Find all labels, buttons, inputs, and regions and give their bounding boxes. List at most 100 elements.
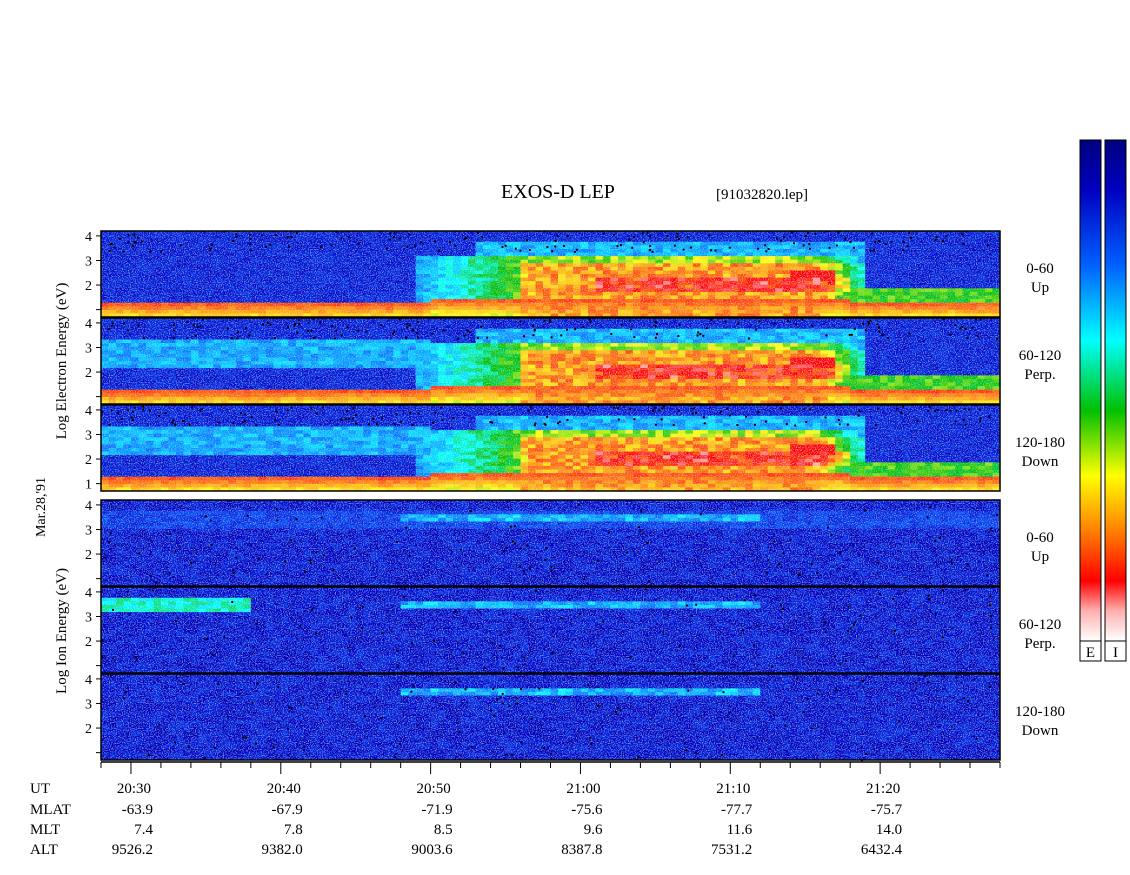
- spectrogram-cell: [295, 325, 304, 330]
- spectrogram-cell: [632, 318, 641, 322]
- spectrogram-cell: [647, 346, 656, 351]
- spectrogram-cell: [535, 328, 544, 333]
- spectrogram-cell: [318, 318, 327, 322]
- spectrogram-cell: [850, 364, 859, 369]
- spectrogram-cell: [363, 339, 372, 344]
- spectrogram-cell: [445, 234, 454, 239]
- spectrogram-cell: [752, 368, 761, 373]
- spectrogram-cell: [213, 306, 222, 311]
- spectrogram-cell: [820, 353, 829, 358]
- spectrogram-cell: [130, 335, 139, 340]
- spectrogram-cell: [123, 313, 132, 318]
- spectrogram-cell: [468, 302, 476, 307]
- spectrogram-cell: [475, 274, 484, 278]
- noise-speck: [573, 250, 576, 253]
- spectrogram-cell: [745, 309, 754, 314]
- noise-speck: [320, 246, 322, 249]
- spectrogram-cell: [722, 248, 731, 253]
- spectrogram-cell: [235, 318, 244, 322]
- spectrogram-cell: [797, 248, 806, 253]
- spectrogram-cell: [483, 306, 491, 311]
- spectrogram-cell: [827, 364, 836, 369]
- spectrogram-cell: [625, 234, 634, 239]
- spectrogram-cell: [153, 368, 162, 373]
- spectrogram-cell: [617, 234, 626, 239]
- spectrogram-cell: [220, 309, 229, 314]
- spectrogram-cell: [385, 266, 394, 271]
- spectrogram-cell: [790, 277, 799, 282]
- spectrogram-cell: [692, 328, 701, 333]
- spectrogram-cell: [677, 368, 686, 373]
- spectrogram-cell: [183, 339, 192, 344]
- spectrogram-cell: [513, 306, 521, 311]
- noise-speck: [235, 233, 238, 235]
- spectrogram-cell: [737, 325, 746, 330]
- spectrogram-cell: [280, 371, 289, 376]
- spectrogram-cell: [490, 335, 499, 340]
- spectrogram-cell: [655, 252, 664, 257]
- spectrogram-cell: [662, 245, 671, 250]
- spectrogram-cell: [730, 309, 739, 314]
- spectrogram-cell: [977, 270, 986, 275]
- spectrogram-cell: [557, 335, 566, 340]
- spectrogram-cell: [213, 375, 222, 380]
- spectrogram-cell: [198, 346, 207, 351]
- spectrogram-cell: [940, 284, 948, 289]
- spectrogram-cell: [505, 291, 514, 296]
- spectrogram-cell: [970, 346, 978, 351]
- spectrogram-cell: [115, 277, 124, 282]
- spectrogram-cell: [520, 266, 529, 271]
- spectrogram-cell: [498, 357, 506, 362]
- spectrogram-cell: [475, 306, 484, 311]
- spectrogram-cell: [917, 238, 926, 243]
- spectrogram-cell: [557, 350, 566, 355]
- spectrogram-cell: [543, 335, 551, 340]
- spectrogram-cell: [632, 350, 641, 355]
- noise-speck: [641, 232, 644, 235]
- spectrogram-cell: [880, 328, 889, 333]
- spectrogram-cell: [348, 309, 357, 314]
- spectrogram-cell: [677, 256, 686, 261]
- spectrogram-cell: [812, 335, 821, 340]
- spectrogram-cell: [475, 259, 484, 264]
- spectrogram-cell: [243, 306, 252, 311]
- spectrogram-cell: [123, 284, 132, 289]
- spectrogram-cell: [692, 357, 701, 362]
- spectrogram-cell: [602, 234, 611, 239]
- noise-speck: [110, 242, 113, 245]
- noise-speck: [961, 233, 964, 236]
- spectrogram-cell: [145, 295, 154, 300]
- spectrogram-cell: [865, 306, 874, 311]
- spectrogram-cell: [895, 364, 904, 369]
- spectrogram-cell: [707, 284, 716, 289]
- spectrogram-cell: [872, 241, 881, 246]
- spectrogram-cell: [400, 252, 409, 257]
- spectrogram-cell: [752, 295, 761, 300]
- spectrogram-cell: [805, 270, 814, 275]
- spectrogram-cell: [677, 313, 686, 318]
- spectrogram-cell: [595, 277, 604, 282]
- spectrogram-cell: [393, 318, 402, 322]
- spectrogram-cell: [543, 339, 551, 344]
- spectrogram-cell: [378, 309, 387, 314]
- spectrogram-cell: [115, 375, 124, 380]
- spectrogram-cell: [183, 309, 192, 314]
- spectrogram-cell: [430, 361, 439, 365]
- spectrogram-cell: [557, 313, 566, 318]
- spectrogram-cell: [385, 245, 394, 250]
- spectrogram-cell: [528, 321, 536, 326]
- spectrogram-cell: [730, 256, 739, 261]
- spectrogram-cell: [557, 252, 566, 257]
- spectrogram-cell: [145, 274, 154, 278]
- spectrogram-cell: [423, 306, 432, 311]
- spectrogram-cell: [430, 277, 439, 282]
- spectrogram-cell: [115, 346, 124, 351]
- spectrogram-cell: [295, 350, 304, 355]
- spectrogram-cell: [393, 353, 402, 358]
- spectrogram-cell: [655, 274, 664, 278]
- spectrogram-cell: [490, 339, 499, 344]
- spectrogram-cell: [910, 281, 918, 286]
- spectrogram-cell: [205, 318, 214, 322]
- spectrogram-cell: [101, 231, 109, 235]
- spectrogram-cell: [632, 234, 641, 239]
